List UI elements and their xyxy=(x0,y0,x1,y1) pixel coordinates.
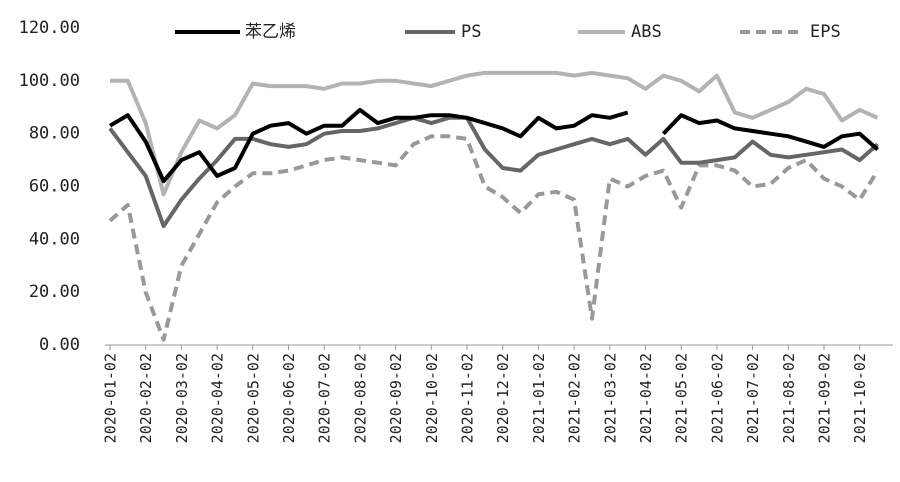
x-tick-label: 2020-02-02 xyxy=(137,353,155,443)
legend-label: EPS xyxy=(810,22,841,42)
x-tick-label: 2020-01-02 xyxy=(102,353,120,443)
x-tick-label: 2021-04-02 xyxy=(637,353,655,443)
x-tick-label: 2021-05-02 xyxy=(673,353,691,443)
legend-label: PS xyxy=(461,22,481,42)
legend-label: ABS xyxy=(631,22,662,42)
x-tick-label: 2020-07-02 xyxy=(316,353,334,443)
series-line xyxy=(108,134,880,342)
y-tick-label: 100.00 xyxy=(19,71,80,91)
series-line xyxy=(108,115,879,229)
x-tick-label: 2020-12-02 xyxy=(494,353,512,443)
x-tick-label: 2020-11-02 xyxy=(459,353,477,443)
x-tick-label: 2021-03-02 xyxy=(601,353,619,443)
x-tick-label: 2021-06-02 xyxy=(708,353,726,443)
series-line xyxy=(108,107,629,184)
x-tick-label: 2021-02-02 xyxy=(566,353,584,443)
y-tick-label: 0.00 xyxy=(39,335,80,355)
x-tick-label: 2020-09-02 xyxy=(387,353,405,443)
x-tick-label: 2020-10-02 xyxy=(423,353,441,443)
x-tick-label: 2020-06-02 xyxy=(280,353,298,443)
x-tick-label: 2020-05-02 xyxy=(244,353,262,443)
series-line xyxy=(110,70,879,197)
series-line xyxy=(661,113,879,151)
x-tick-label: 2021-07-02 xyxy=(744,353,762,443)
y-tick-label: 60.00 xyxy=(29,177,80,197)
x-tick-label: 2020-03-02 xyxy=(173,353,191,443)
x-tick-label: 2020-08-02 xyxy=(351,353,369,443)
y-tick-label: 40.00 xyxy=(29,229,80,249)
x-tick-label: 2021-08-02 xyxy=(780,353,798,443)
x-tick-label: 2021-10-02 xyxy=(851,353,869,443)
legend-label: 苯乙烯 xyxy=(245,22,296,42)
y-tick-label: 120.00 xyxy=(19,18,80,38)
y-tick-label: 80.00 xyxy=(29,124,80,144)
x-tick-label: 2021-01-02 xyxy=(530,353,548,443)
y-tick-label: 20.00 xyxy=(29,282,80,302)
x-tick-label: 2020-04-02 xyxy=(209,353,227,443)
x-tick-label: 2021-09-02 xyxy=(816,353,834,443)
